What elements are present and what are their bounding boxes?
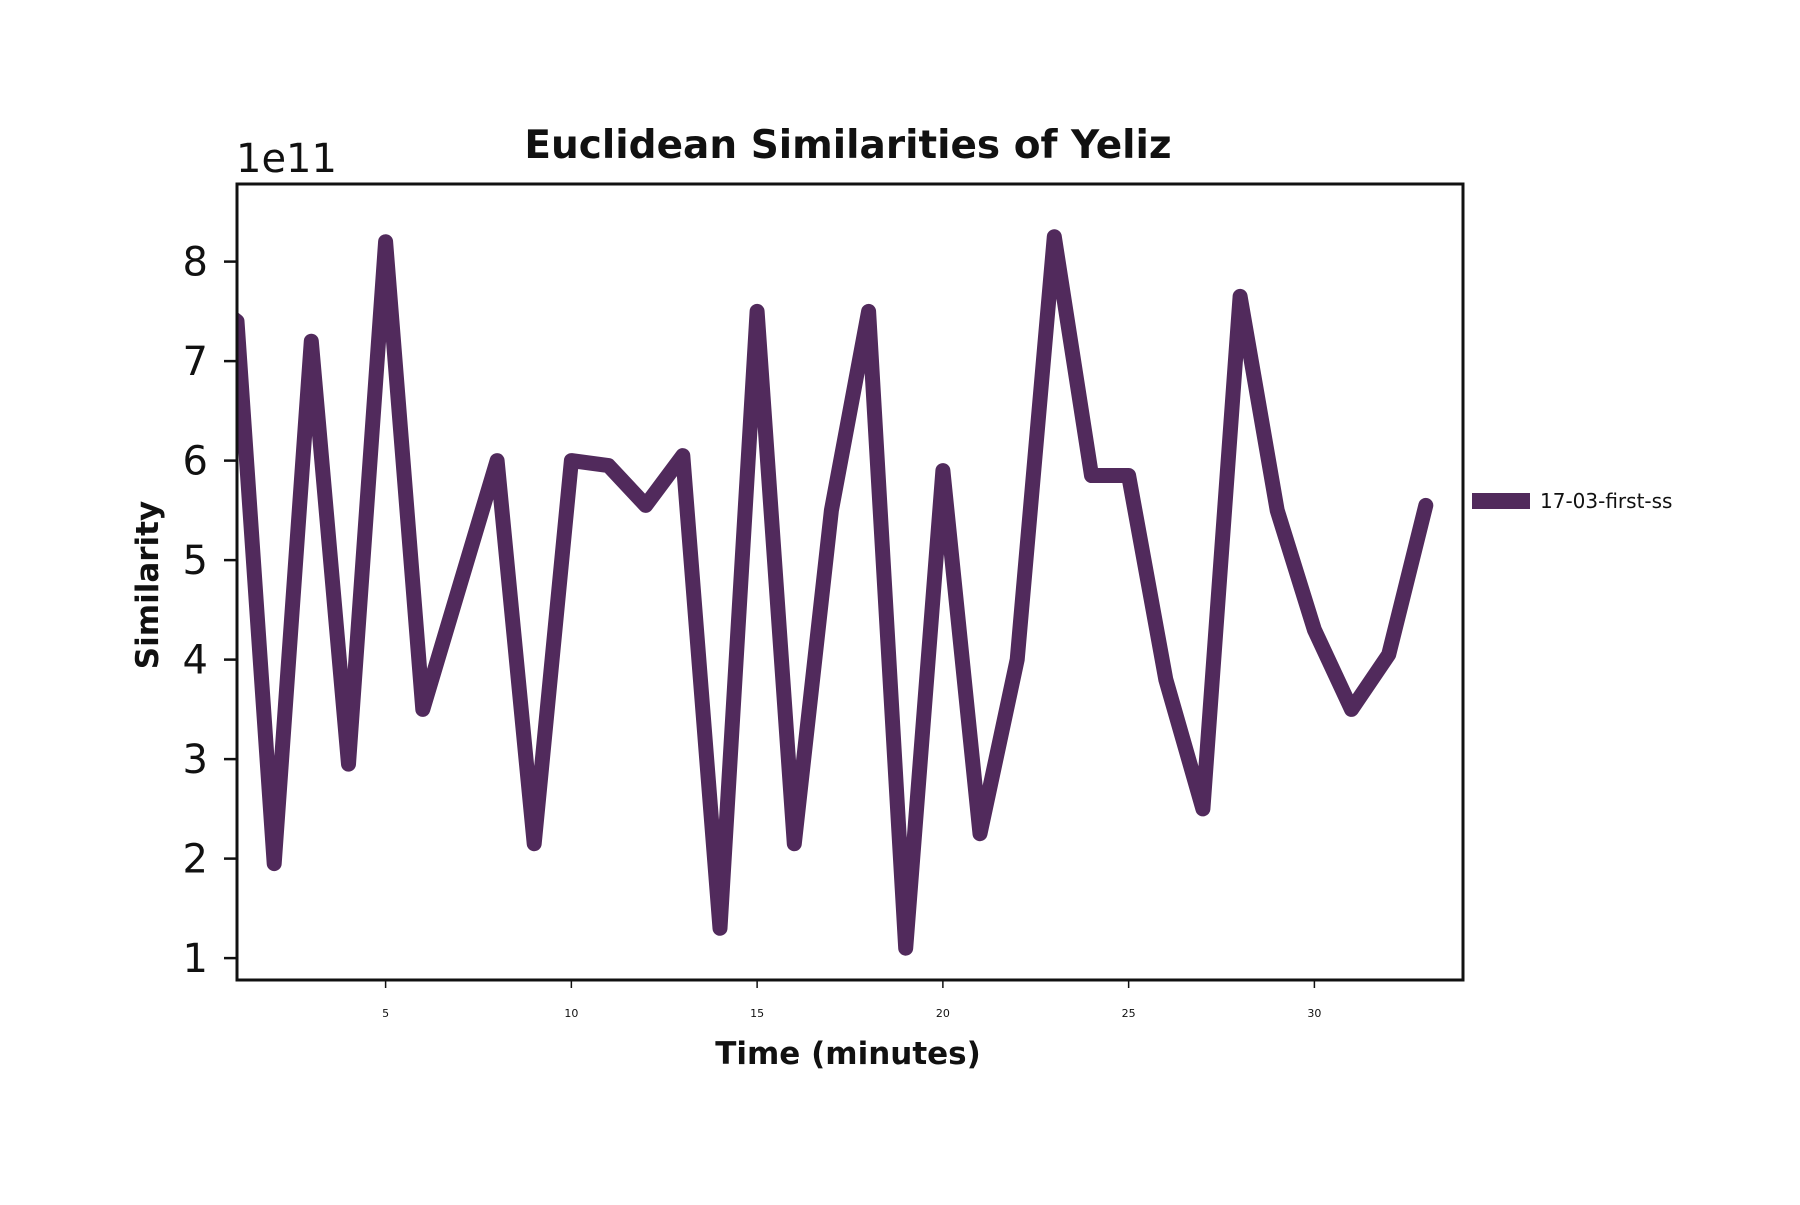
y-tick-label: 4	[183, 638, 208, 684]
x-tick-label: 20	[936, 1007, 950, 1020]
x-axis-label: Time (minutes)	[715, 1036, 981, 1072]
y-axis-label: Similarity	[130, 501, 166, 669]
x-tick-label: 30	[1307, 1007, 1321, 1020]
y-tick-label: 7	[183, 339, 208, 385]
x-tick-label: 25	[1122, 1007, 1136, 1020]
x-tick-label: 15	[750, 1007, 764, 1020]
y-axis: 1 2 3 4 5 6 7 8	[183, 240, 237, 982]
series-layer	[237, 229, 1434, 956]
x-tick-label: 10	[564, 1007, 578, 1020]
x-tick-label: 5	[382, 1007, 389, 1020]
y-tick-label: 5	[183, 538, 208, 584]
y-tick-label: 6	[183, 439, 208, 485]
x-axis: 5 10 15 20 25 30	[382, 980, 1321, 1020]
chart-title: Euclidean Similarities of Yeliz	[524, 123, 1171, 168]
y-tick-label: 3	[183, 737, 208, 783]
legend-label-17-03-first-ss: 17-03-first-ss	[1540, 489, 1672, 513]
legend: 17-03-first-ss	[1472, 489, 1672, 513]
plot-area-frame	[235, 182, 1465, 982]
y-tick-label: 2	[183, 837, 208, 883]
y-tick-label: 1	[183, 936, 208, 982]
series-line-17-03-first-ss	[237, 229, 1434, 956]
y-tick-label: 8	[183, 240, 208, 286]
y-axis-offset-label: 1e11	[236, 136, 337, 182]
